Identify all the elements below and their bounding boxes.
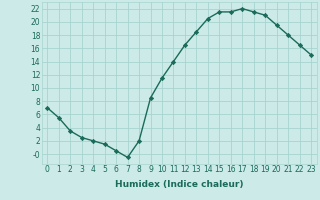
X-axis label: Humidex (Indice chaleur): Humidex (Indice chaleur) [115,180,244,189]
